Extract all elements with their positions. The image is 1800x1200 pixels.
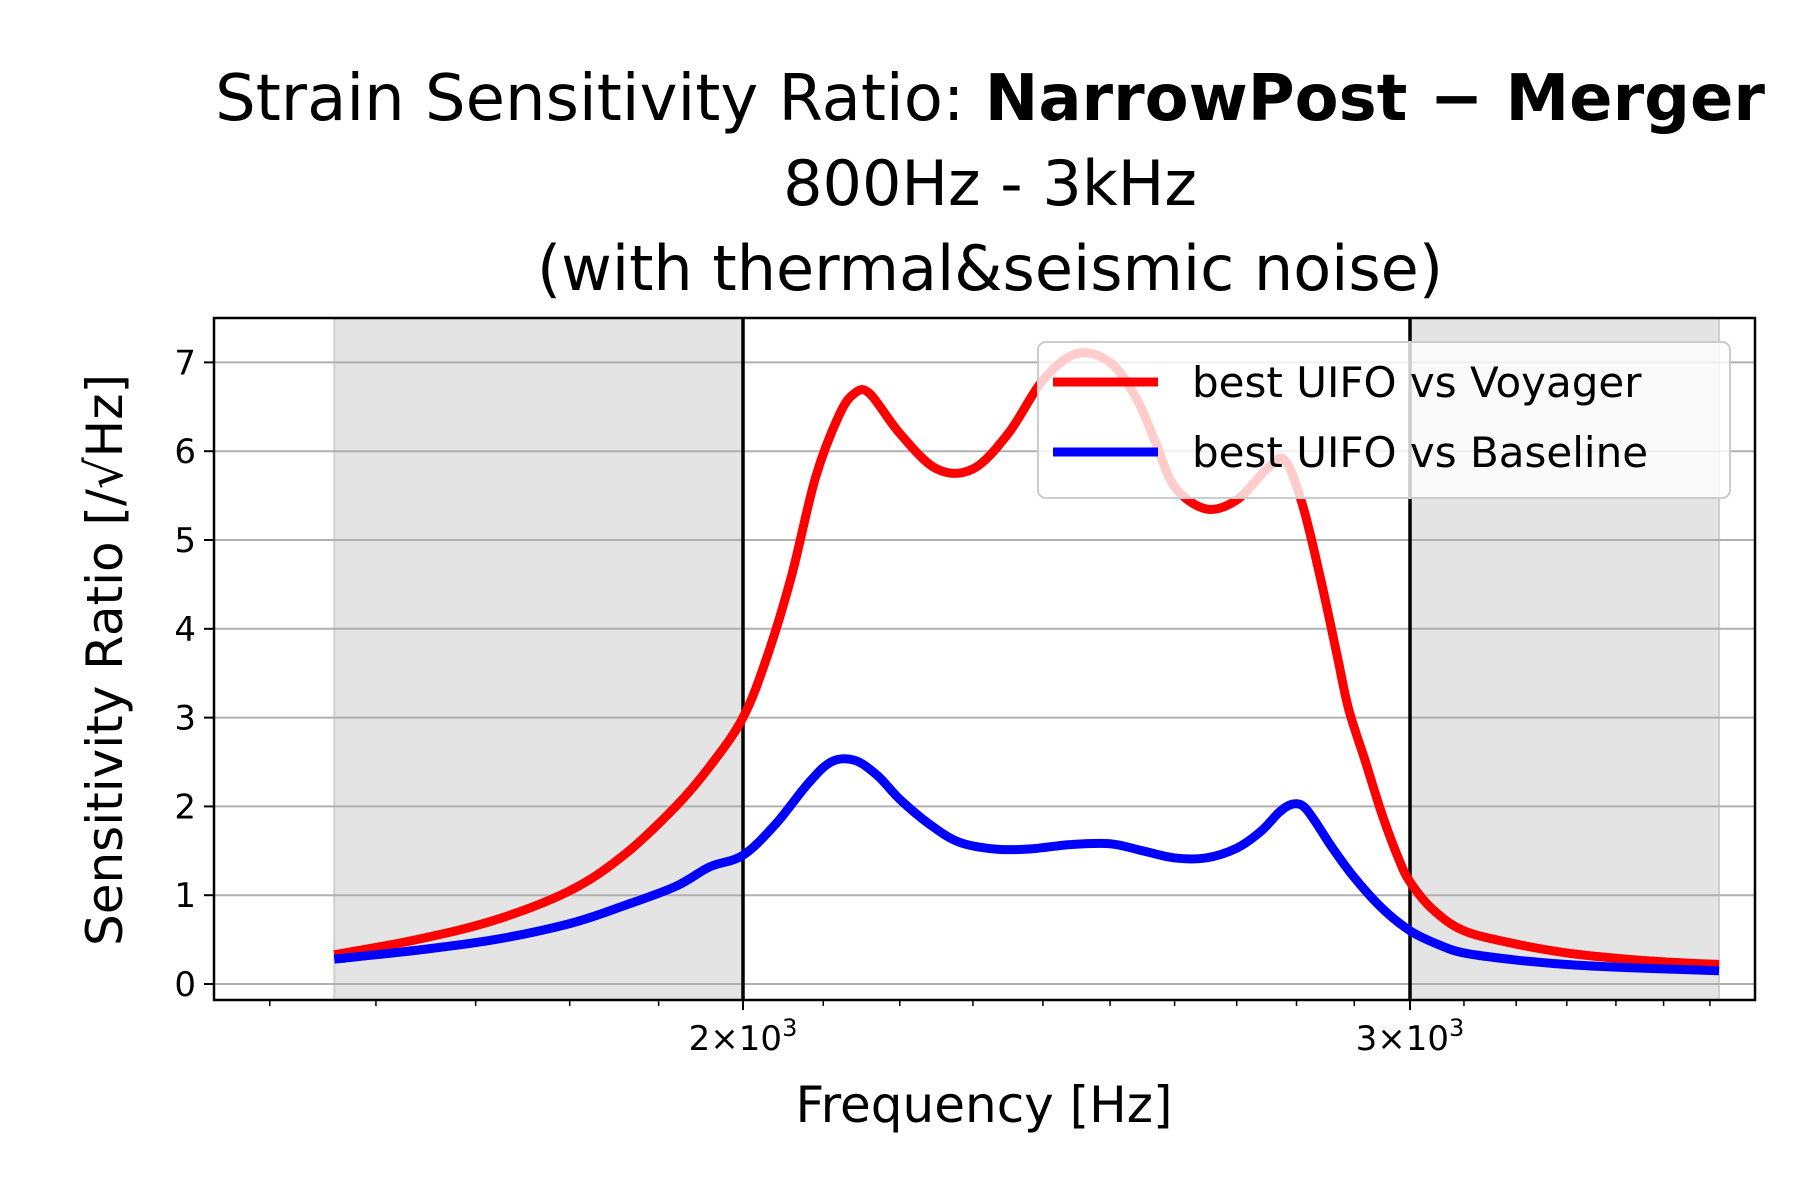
chart-title-line1: Strain Sensitivity Ratio: NarrowPost − M…: [215, 62, 1765, 136]
legend-label-voyager: best UIFO vs Voyager: [1192, 358, 1642, 407]
x-tick-label: 3×103: [1356, 1014, 1465, 1059]
legend-label-baseline: best UIFO vs Baseline: [1192, 428, 1648, 477]
y-tick-label: 5: [174, 521, 196, 561]
chart-title-prefix: Strain Sensitivity Ratio:: [215, 62, 985, 136]
shaded-region: [334, 318, 744, 1000]
legend-box: [1037, 341, 1731, 499]
y-axis-label: Sensitivity Ratio [/√Hz]: [76, 374, 134, 946]
y-tick-label: 1: [174, 876, 196, 916]
y-tick-label: 4: [174, 610, 196, 650]
chart-title-bold: NarrowPost − Merger: [985, 62, 1766, 136]
legend: best UIFO vs Voyager best UIFO vs Baseli…: [1037, 341, 1731, 499]
x-tick-label: 2×103: [689, 1014, 798, 1059]
y-tick-label: 7: [174, 343, 196, 383]
grid: [214, 361, 1755, 986]
y-tick-label: 3: [174, 699, 196, 739]
y-tick-label: 0: [174, 965, 196, 1005]
chart-title-line3: (with thermal&seismic noise): [537, 232, 1443, 305]
plot-frame: [212, 316, 1757, 1002]
x-axis-label: Frequency [Hz]: [795, 1076, 1172, 1134]
y-tick-label: 2: [174, 787, 196, 827]
x-axis-ticks: 2×103 3×103: [269, 1000, 1711, 1059]
series-line-baseline: [333, 754, 1720, 976]
y-axis-ticks: 0 1 2 3 4 5 6 7: [174, 343, 214, 1005]
chart-title-line2: 800Hz - 3kHz: [783, 147, 1197, 220]
y-tick-label: 6: [174, 432, 196, 472]
